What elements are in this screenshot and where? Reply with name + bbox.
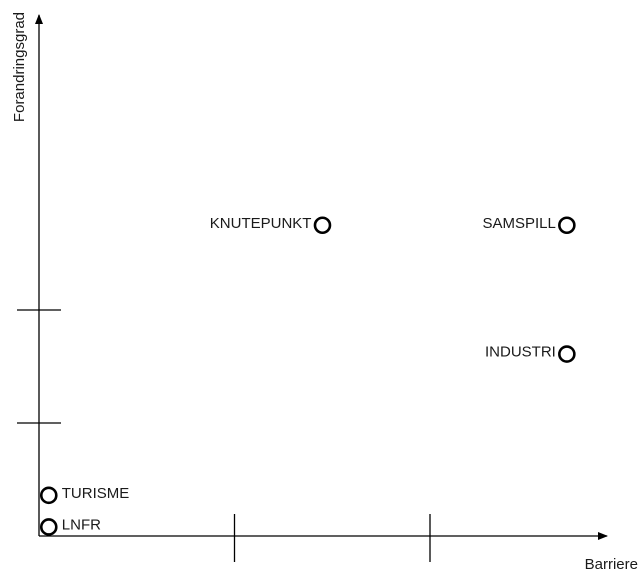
y-axis-label: Forandringsgrad [11,12,28,122]
point-label-lnfr: LNFR [62,516,101,533]
point-label-industri: INDUSTRI [485,344,556,361]
point-industri [558,345,576,363]
point-turisme [39,486,58,505]
x-axis-label: Barriere [585,556,638,572]
point-knutepunkt [313,216,332,235]
axis-ticks [17,309,431,562]
point-samspill [558,216,576,235]
data-points: KNUTEPUNKT SAMSPILL INDUSTRI TURISME LNFR [39,215,576,536]
point-label-knutepunkt: KNUTEPUNKT [210,215,312,232]
point-label-turisme: TURISME [62,485,129,502]
point-lnfr [39,518,58,536]
point-label-samspill: SAMSPILL [482,215,555,232]
